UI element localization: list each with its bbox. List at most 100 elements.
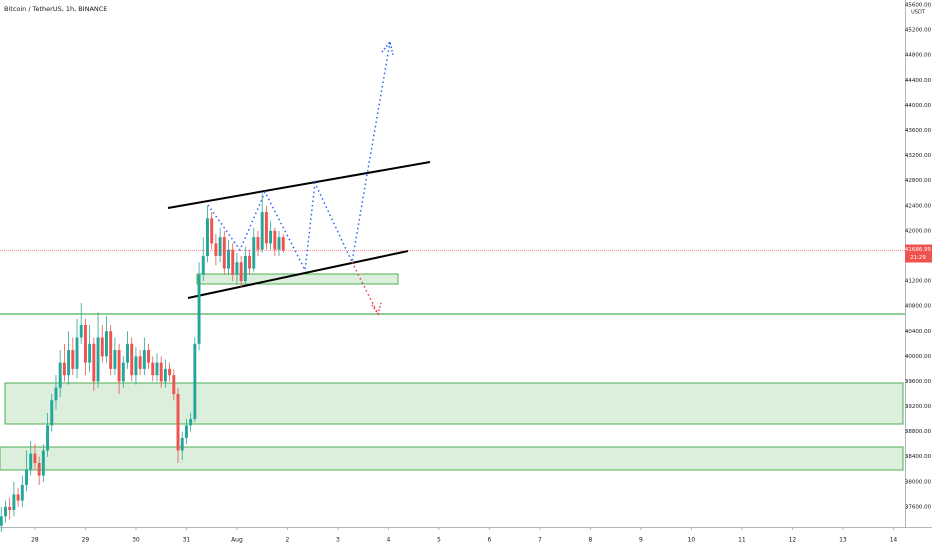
candle-body (88, 343, 92, 363)
candle-body (126, 343, 129, 363)
candle-body (109, 331, 113, 369)
y-tick-label: 41200.00 (905, 279, 932, 285)
candle-body (130, 343, 134, 376)
x-tick-label: 10 (688, 537, 696, 544)
candle-body (239, 262, 243, 282)
demand-zone (0, 446, 904, 471)
x-tick-label: 30 (132, 537, 140, 544)
candle-body (159, 362, 163, 382)
last-price-tag (905, 244, 932, 263)
chart-title: Bitcoin / TetherUS, 1h, BINANCE (4, 5, 107, 13)
x-tick-label: 11 (738, 537, 746, 544)
y-tick-label: 40800.00 (905, 304, 932, 310)
drawings (0, 40, 905, 471)
x-tick-label: 8 (589, 537, 593, 544)
candle-body (104, 331, 108, 357)
candle-body (184, 425, 188, 438)
projection-arrow (381, 40, 394, 56)
demand-zone (4, 382, 904, 425)
candle-body (33, 453, 37, 464)
currency: USDT (911, 10, 926, 16)
candle-body (46, 425, 50, 451)
candle-body (147, 350, 151, 363)
x-tick-label: 7 (538, 537, 542, 544)
y-tick-label: 38400.00 (905, 454, 932, 460)
projection-path (207, 41, 391, 273)
candle-body (134, 356, 138, 376)
candle-body (29, 453, 33, 470)
x-tick-label: 3 (336, 537, 340, 544)
x-tick-label: 5 (437, 537, 441, 544)
candle-body (117, 350, 121, 382)
candle-body (201, 255, 205, 275)
candle-body (231, 249, 235, 275)
candle-body (252, 237, 256, 269)
candle-body (71, 350, 75, 369)
y-tick-label: 39600.00 (905, 379, 932, 385)
y-tick-label: 40000.00 (905, 354, 932, 360)
y-tick-label: 42400.00 (905, 203, 932, 209)
candle-body (151, 362, 155, 376)
candle-body (163, 368, 167, 382)
candle-body (273, 230, 277, 250)
y-tick-label: 42800.00 (905, 178, 932, 184)
y-tick-label: 43600.00 (905, 128, 932, 134)
candle-body (193, 343, 197, 420)
candle-body (142, 350, 146, 369)
candle-body (256, 237, 260, 250)
candle-body (75, 337, 79, 369)
candle-body (62, 362, 66, 376)
candle-body (0, 516, 3, 526)
y-tick-label: 44400.00 (905, 78, 932, 84)
channel-upper (167, 161, 431, 209)
candle-body (197, 274, 201, 344)
candle-body (248, 255, 252, 269)
candle-body (281, 237, 285, 251)
candle-body (54, 387, 58, 401)
candle-body (227, 249, 230, 269)
candle-body (37, 463, 41, 476)
candle-body (20, 484, 24, 501)
x-tick-label: 14 (890, 537, 898, 544)
x-tick-label: 6 (488, 537, 492, 544)
candle-body (25, 469, 28, 485)
y-tick-label: 45600.00 (905, 3, 932, 9)
x-tick-label: 2 (286, 537, 290, 544)
candle-body (138, 356, 142, 369)
candle-body (67, 350, 71, 376)
candle-body (100, 337, 104, 357)
candle-body (113, 350, 117, 369)
candle-body (8, 506, 12, 511)
candle-body (83, 324, 87, 363)
candle-body (12, 494, 16, 511)
x-tick-label: 28 (31, 537, 39, 544)
y-tick-label: 40400.00 (905, 329, 932, 335)
candle-body (172, 375, 176, 394)
candle-body (222, 237, 226, 269)
candle-body (218, 237, 222, 256)
y-tick-label: 38800.00 (905, 429, 932, 435)
x-tick-label: 13 (839, 537, 847, 544)
candle-body (92, 343, 96, 382)
bearish-path (351, 261, 379, 315)
x-tick-label: Aug (231, 537, 243, 544)
candle-body (96, 337, 100, 382)
candle-body (180, 437, 184, 451)
x-tick-label: 4 (387, 537, 391, 544)
candle-body (155, 362, 159, 376)
y-tick-label: 44800.00 (905, 53, 932, 59)
last-price-label: 41686.95 (905, 247, 932, 253)
y-tick-label: 37600.00 (905, 504, 932, 510)
candle-body (58, 362, 62, 388)
y-tick-label: 39200.00 (905, 404, 932, 410)
candle-body (235, 262, 239, 275)
candles (0, 193, 285, 533)
channel-lower (187, 250, 409, 299)
x-tick-label: 31 (183, 537, 191, 544)
candle-body (260, 212, 264, 250)
candle-body (269, 230, 273, 244)
x-tick-label: 29 (82, 537, 90, 544)
candle-body (210, 218, 214, 244)
